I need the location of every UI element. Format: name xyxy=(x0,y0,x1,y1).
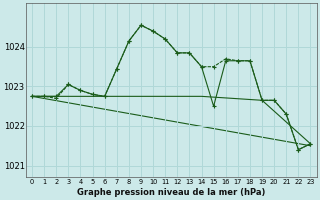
X-axis label: Graphe pression niveau de la mer (hPa): Graphe pression niveau de la mer (hPa) xyxy=(77,188,266,197)
